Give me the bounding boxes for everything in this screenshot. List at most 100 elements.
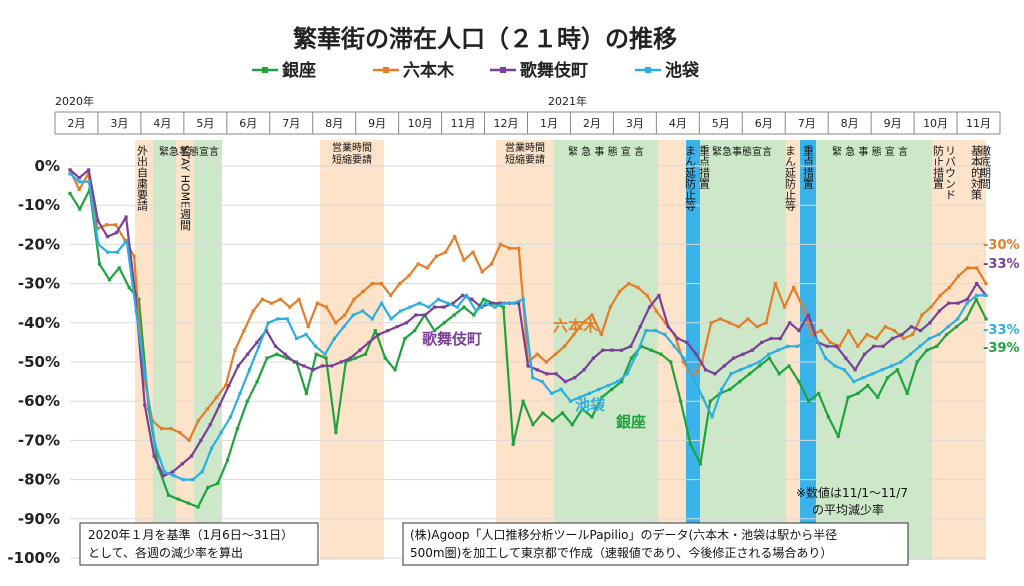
month-label-2: 4月: [153, 117, 171, 130]
period-label-9: まん延防止等: [784, 145, 797, 211]
series-3-point-15: [210, 446, 214, 450]
series-3-point-82: [842, 368, 846, 372]
series-2-point-71: [732, 356, 736, 360]
series-2-point-84: [853, 368, 857, 372]
period-label-4-a: 営業時間: [505, 141, 545, 154]
period-band-3: [320, 140, 384, 560]
period-band-8: [700, 140, 786, 560]
series-line-0: [69, 188, 987, 509]
series-2-point-22: [274, 344, 278, 348]
series-2-point-26: [311, 368, 315, 372]
series-0-point-55: [610, 387, 614, 391]
series-3-point-50: [540, 380, 544, 384]
series-3-point-38: [427, 305, 431, 309]
note-left-line1: 2020年１月を基準（1月6日～31日）: [88, 527, 293, 542]
series-3-point-5: [115, 250, 119, 254]
series-1-point-49: [517, 246, 521, 250]
series-1-point-10: [160, 427, 164, 431]
series-1-point-87: [865, 333, 869, 337]
series-2-point-66: [685, 340, 689, 344]
series-3-point-56: [597, 387, 601, 391]
series-1-point-72: [727, 321, 732, 325]
series-1-point-42: [453, 235, 457, 239]
series-3-point-13: [191, 478, 195, 482]
series-3-point-85: [871, 372, 875, 376]
series-0-point-61: [669, 360, 673, 364]
series-0-point-32: [383, 356, 387, 360]
series-3-point-52: [559, 387, 563, 391]
series-2-point-68: [704, 368, 708, 372]
series-1-point-38: [416, 262, 420, 266]
label-ikebukuro: 池袋: [575, 396, 606, 414]
series-1-point-77: [773, 282, 777, 286]
series-3-point-67: [701, 395, 705, 399]
series-0-point-28: [344, 360, 348, 364]
series-2-point-13: [189, 454, 194, 458]
series-2-point-18: [236, 364, 240, 368]
series-3-point-24: [295, 336, 299, 341]
series-3-point-62: [653, 329, 658, 333]
month-label-7: 9月: [368, 117, 386, 130]
series-1-point-73: [737, 325, 741, 329]
month-label-4: 6月: [239, 117, 257, 130]
series-1-point-60: [618, 289, 622, 293]
end-label-ikebukuro: -33%: [983, 323, 1020, 338]
series-2-point-39: [432, 305, 437, 309]
series-3-point-72: [748, 364, 752, 368]
note-asterisk-line1: ※数値は11/1～11/7: [796, 485, 908, 500]
series-1-point-57: [590, 313, 594, 317]
series-3-point-69: [720, 387, 724, 391]
series-3-point-22: [276, 317, 280, 321]
series-0-point-27: [334, 431, 338, 435]
series-3-point-8: [143, 376, 148, 380]
series-3-point-47: [512, 301, 516, 305]
series-0-point-80: [856, 391, 860, 395]
legend-marker-1: [383, 67, 389, 73]
series-1-point-16: [215, 395, 219, 399]
series-1-point-100: [984, 282, 988, 286]
series-3-point-63: [663, 333, 667, 337]
series-1-point-15: [205, 407, 209, 411]
series-0-point-56: [620, 380, 624, 384]
period-band-9: [786, 140, 800, 560]
month-label-20: 10月: [923, 117, 948, 130]
period-label-15: 徹底期間: [979, 144, 992, 190]
series-3-point-21: [266, 321, 270, 325]
series-1-point-94: [929, 305, 933, 309]
series-0-point-0: [68, 191, 72, 195]
series-1-point-27: [315, 301, 319, 305]
series-3-point-44: [483, 301, 488, 305]
period-label-11: 緊 急 事 態 宣 言: [832, 145, 908, 158]
series-2-point-19: [246, 352, 250, 356]
series-0-point-84: [895, 368, 899, 372]
series-1-point-48: [508, 246, 512, 250]
series-2-point-85: [862, 352, 867, 356]
series-0-point-81: [866, 383, 870, 388]
series-0-point-46: [521, 399, 525, 403]
note-box-left: [79, 522, 319, 566]
series-lines: [68, 168, 988, 509]
series-0-point-10: [166, 493, 171, 497]
series-3-point-75: [776, 348, 780, 352]
series-2-point-7: [133, 293, 137, 297]
month-label-19: 9月: [884, 117, 902, 130]
series-0-point-85: [905, 391, 909, 395]
series-0-point-76: [817, 391, 821, 395]
series-1-point-82: [819, 329, 823, 333]
series-3-point-26: [313, 344, 318, 348]
y-tick-8: -80%: [18, 471, 60, 489]
series-0-point-17: [235, 427, 239, 431]
series-2-point-27: [320, 364, 324, 368]
series-1-point-26: [306, 325, 310, 329]
series-2-point-52: [554, 372, 558, 376]
end-label-kabukicho: -33%: [983, 257, 1020, 272]
series-2-point-36: [404, 321, 409, 325]
series-1-point-98: [966, 266, 970, 270]
series-0-point-5: [117, 266, 121, 270]
series-2-point-97: [975, 282, 979, 286]
series-3-point-48: [521, 297, 525, 301]
series-2-point-42: [461, 293, 465, 297]
series-2-point-45: [489, 301, 493, 305]
series-0-point-37: [432, 329, 436, 333]
series-3-point-55: [587, 391, 591, 395]
